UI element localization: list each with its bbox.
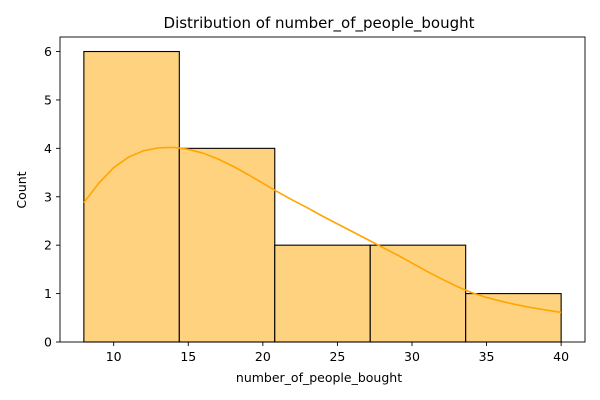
histogram-bar-4 xyxy=(465,293,562,343)
x-tick-label-1: 15 xyxy=(180,349,196,364)
kde-line xyxy=(83,146,562,314)
kde-group xyxy=(83,146,562,314)
x-tick-label-3: 25 xyxy=(329,349,345,364)
plot-frame xyxy=(59,36,586,343)
histogram-bar-3 xyxy=(369,244,467,343)
y-tick-label-3: 3 xyxy=(44,189,52,204)
y-tick-label-1: 1 xyxy=(44,286,52,301)
y-axis-label: Count xyxy=(14,171,29,208)
histogram-bar-1 xyxy=(178,147,276,343)
y-ticks: 0 1 2 3 4 5 6 xyxy=(44,44,60,350)
x-tick-label-5: 35 xyxy=(479,349,495,364)
histogram-bar-0 xyxy=(83,50,180,343)
histogram-bar-2 xyxy=(274,244,371,343)
y-tick-label-4: 4 xyxy=(44,141,52,156)
x-tick-label-6: 40 xyxy=(553,349,569,364)
y-tick-label-0: 0 xyxy=(44,335,52,350)
y-tick-label-6: 6 xyxy=(44,44,52,59)
y-tick-label-5: 5 xyxy=(44,92,52,107)
x-ticks: 10 15 20 25 30 35 40 xyxy=(106,342,569,364)
y-tick-label-2: 2 xyxy=(44,238,52,253)
chart-title: Distribution of number_of_people_bought xyxy=(164,14,475,33)
x-tick-label-4: 30 xyxy=(404,349,420,364)
bars-group xyxy=(83,50,562,343)
x-tick-label-0: 10 xyxy=(106,349,122,364)
x-tick-label-2: 20 xyxy=(255,349,271,364)
axes-group xyxy=(59,36,586,343)
x-axis-label: number_of_people_bought xyxy=(236,370,402,385)
